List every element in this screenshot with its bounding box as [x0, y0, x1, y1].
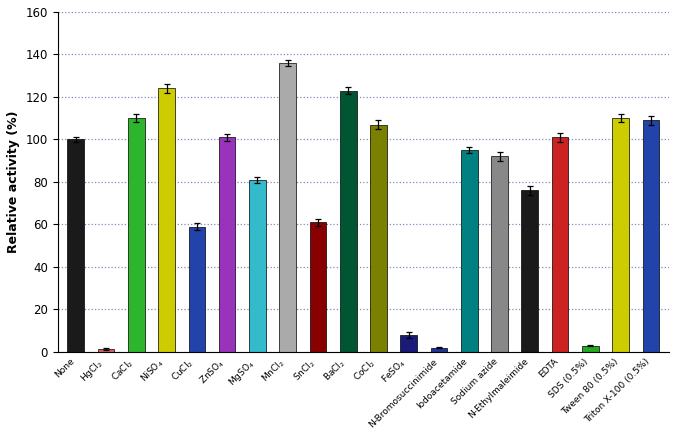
Bar — [249, 180, 266, 352]
Bar — [340, 91, 356, 352]
Bar — [643, 120, 659, 352]
Bar — [552, 137, 569, 352]
Bar — [279, 63, 296, 352]
Bar — [128, 118, 145, 352]
Y-axis label: Relative activity (%): Relative activity (%) — [7, 111, 20, 253]
Bar — [612, 118, 629, 352]
Bar — [370, 125, 387, 352]
Bar — [400, 335, 417, 352]
Bar — [521, 191, 538, 352]
Bar — [491, 157, 508, 352]
Bar — [189, 227, 205, 352]
Bar — [158, 89, 175, 352]
Bar — [461, 150, 478, 352]
Bar — [582, 346, 599, 352]
Bar — [98, 349, 114, 352]
Bar — [68, 140, 84, 352]
Bar — [310, 222, 327, 352]
Bar — [431, 348, 448, 352]
Bar — [219, 137, 235, 352]
